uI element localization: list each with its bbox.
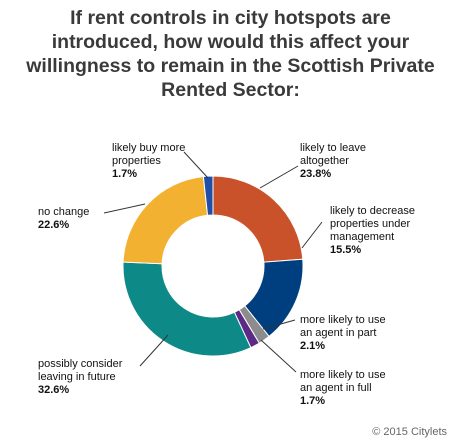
slice-label: more likely to use an agent in full 1.7% [300,369,386,407]
slice-label: likely buy more properties 1.7% [112,142,185,180]
chart-title-line: If rent controls in city hotspots are [70,7,391,29]
chart-title-line: Rented Sector: [161,79,300,101]
leader-line [139,334,169,367]
slice-label: possibly consider leaving in future 32.6% [38,358,123,396]
donut-slice [122,175,209,265]
leader-line [301,221,323,249]
slice-value-label: 1.7% [300,395,325,407]
slice-label: no change 22.6% [38,206,89,231]
slice-value-label: 32.6% [38,384,69,396]
slice-label-line: properties [112,155,161,167]
slice-label: likely to decrease properties under manage… [330,205,415,256]
chart-title: If rent controls in city hotspots are in… [10,6,451,102]
leader-line [260,339,297,373]
slice-label-line: more likely to use [300,369,386,381]
chart-title-line: introduced, how would this affect your [51,31,410,53]
slice-label-line: likely to leave [300,142,366,154]
leader-line [183,151,209,179]
donut-slice [212,175,304,263]
donut-slice [122,261,252,357]
copyright-credit: © 2015 Citylets [372,426,447,438]
leader-line [259,165,299,189]
slice-label-line: possibly consider [38,358,123,370]
slice-label-line: no change [38,206,89,218]
chart-title-line: willingness to remain in the Scottish Pr… [26,55,435,77]
slice-label: more likely to use an agent in part 2.1% [300,314,386,352]
slice-label-line: an agent in full [300,382,372,394]
slice-label-line: likely to decrease [330,205,415,217]
slice-label-line: likely buy more [112,142,185,154]
slice-label-line: an agent in part [300,327,376,339]
slice-value-label: 1.7% [112,168,137,180]
slice-value-label: 22.6% [38,219,69,231]
slice-label-line: leaving in future [38,371,116,383]
leader-line [103,203,146,214]
slice-label-line: more likely to use [300,314,386,326]
slice-value-label: 15.5% [330,244,361,256]
slice-value-label: 23.8% [300,168,331,180]
slice-label-line: properties under [330,218,410,230]
leader-line [262,319,296,330]
slice-value-label: 2.1% [300,340,325,352]
slice-label-line: management [330,231,394,243]
slice-label: likely to leave altogether 23.8% [300,142,366,180]
slice-label-line: altogether [300,155,349,167]
